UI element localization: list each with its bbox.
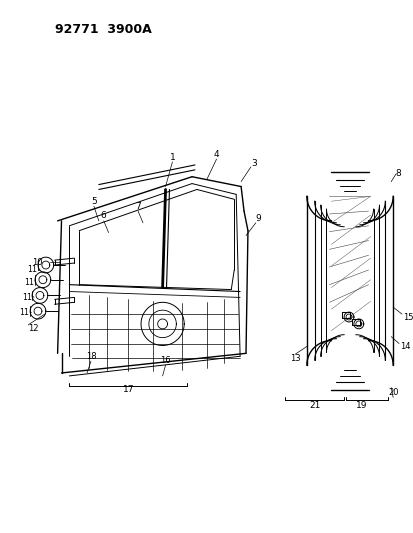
Text: 14: 14 bbox=[399, 342, 410, 351]
Text: 7: 7 bbox=[135, 201, 140, 211]
Text: 92771  3900A: 92771 3900A bbox=[55, 23, 151, 36]
Text: 15: 15 bbox=[402, 312, 413, 321]
Text: 16: 16 bbox=[160, 356, 171, 365]
Text: 4: 4 bbox=[213, 150, 219, 159]
Text: 20: 20 bbox=[387, 388, 397, 397]
Text: 13: 13 bbox=[289, 354, 300, 363]
Text: 11: 11 bbox=[27, 265, 37, 274]
Text: 19: 19 bbox=[355, 401, 367, 410]
Text: 21: 21 bbox=[308, 401, 320, 410]
Text: 12: 12 bbox=[28, 324, 38, 333]
Text: 10: 10 bbox=[32, 257, 43, 266]
Text: 18: 18 bbox=[85, 352, 96, 361]
Text: 6: 6 bbox=[101, 212, 106, 221]
Text: 3: 3 bbox=[250, 159, 256, 168]
Text: 8: 8 bbox=[394, 169, 400, 178]
Text: 1: 1 bbox=[169, 152, 175, 161]
Text: 11: 11 bbox=[24, 278, 34, 287]
Text: 9: 9 bbox=[254, 214, 260, 223]
Text: 11: 11 bbox=[22, 293, 32, 302]
Text: 11: 11 bbox=[19, 308, 29, 317]
Text: 17: 17 bbox=[122, 385, 134, 394]
Text: 5: 5 bbox=[91, 197, 97, 206]
